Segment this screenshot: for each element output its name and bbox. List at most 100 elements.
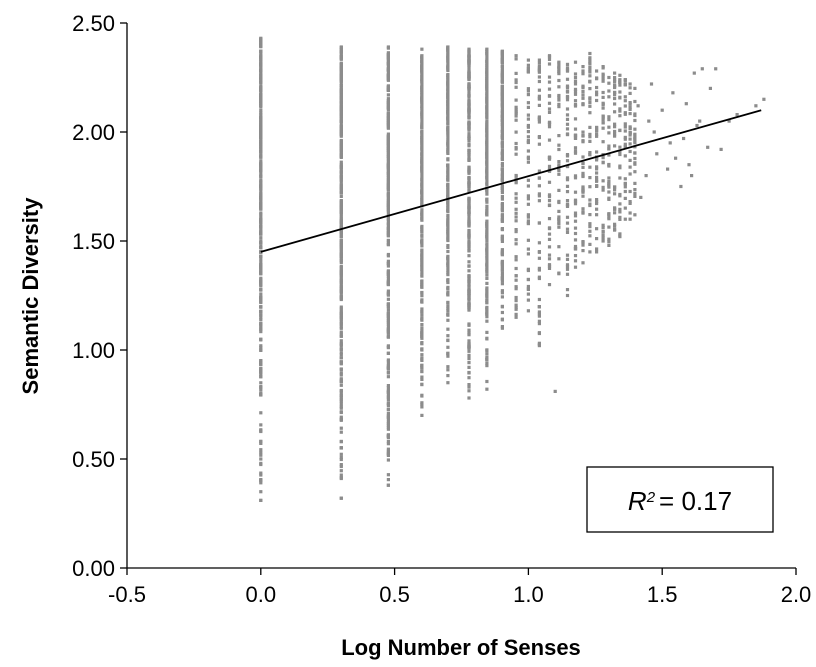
data-point (500, 112, 504, 116)
data-point (547, 62, 552, 66)
data-point (386, 183, 390, 187)
data-point (514, 278, 518, 282)
data-point (500, 304, 504, 308)
data-point (420, 97, 424, 101)
data-point (259, 153, 263, 157)
data-point (467, 212, 471, 216)
data-point (485, 97, 489, 101)
data-point (259, 276, 263, 280)
data-point (660, 108, 664, 112)
data-point (420, 115, 424, 119)
data-point (259, 300, 263, 304)
data-point (446, 235, 450, 239)
data-point (514, 215, 518, 219)
data-point (601, 121, 605, 125)
y-axis-title: Semantic Diversity (18, 197, 43, 395)
data-point (485, 358, 489, 362)
data-point (485, 110, 489, 114)
data-point (420, 258, 424, 262)
data-point (467, 181, 471, 185)
data-point (601, 101, 605, 105)
y-ticks-group: 0.00 0.50 1.00 1.50 2.00 2.50 (72, 11, 127, 581)
data-point (601, 106, 605, 110)
data-point (573, 226, 578, 230)
data-point (607, 183, 611, 188)
data-point (601, 116, 605, 120)
data-point (446, 150, 450, 154)
data-point (386, 473, 390, 477)
data-point (573, 244, 578, 249)
data-point (500, 203, 504, 207)
data-point (420, 189, 424, 193)
data-point (500, 85, 504, 89)
data-point (526, 213, 530, 217)
data-point (446, 306, 450, 311)
data-point (339, 452, 343, 456)
data-point (485, 229, 489, 233)
data-point (420, 100, 424, 104)
data-point (259, 192, 263, 196)
data-point (565, 176, 570, 180)
data-point (446, 263, 450, 267)
data-point (628, 86, 632, 90)
data-point (386, 427, 390, 431)
data-point (446, 58, 450, 63)
data-point (467, 345, 471, 349)
data-point (500, 130, 504, 134)
data-point (386, 282, 390, 286)
data-point (467, 246, 471, 250)
data-point (420, 136, 424, 140)
data-point (467, 357, 471, 361)
data-point (565, 263, 570, 267)
data-point (259, 439, 263, 443)
data-point (526, 298, 530, 302)
data-point (259, 257, 263, 262)
data-point (339, 112, 343, 116)
data-point (485, 207, 489, 211)
data-point (613, 85, 617, 90)
data-point (339, 305, 343, 309)
data-point (386, 84, 390, 89)
data-point (386, 442, 390, 446)
data-point (467, 396, 471, 400)
data-point (339, 268, 343, 272)
data-point (557, 67, 561, 71)
data-point (500, 109, 504, 113)
data-point (259, 359, 263, 363)
data-point (467, 305, 471, 309)
data-point (500, 217, 504, 221)
data-point (588, 51, 592, 56)
data-point (537, 322, 541, 326)
data-point (259, 78, 263, 82)
data-point (581, 243, 585, 247)
data-point (339, 311, 343, 315)
data-point (446, 258, 450, 263)
data-point (386, 176, 390, 180)
data-point (557, 225, 561, 229)
data-point (581, 84, 585, 88)
data-point (633, 213, 637, 217)
data-point (259, 388, 263, 392)
data-point (500, 102, 504, 106)
data-point (259, 441, 263, 445)
data-point (547, 199, 552, 203)
data-point (537, 319, 541, 323)
data-point (420, 165, 424, 169)
data-point (339, 313, 343, 317)
data-point (500, 202, 504, 206)
data-point (537, 58, 541, 62)
data-point (420, 239, 424, 243)
data-point (588, 165, 592, 169)
data-point (467, 254, 471, 258)
data-point (526, 160, 530, 164)
data-point (446, 300, 450, 304)
data-point (557, 95, 561, 99)
data-point (259, 288, 263, 292)
data-point (547, 263, 552, 267)
data-point (339, 127, 343, 131)
data-point (537, 142, 541, 146)
data-point (514, 307, 518, 311)
data-point (485, 52, 489, 56)
data-point (339, 342, 343, 346)
data-point (386, 239, 390, 243)
